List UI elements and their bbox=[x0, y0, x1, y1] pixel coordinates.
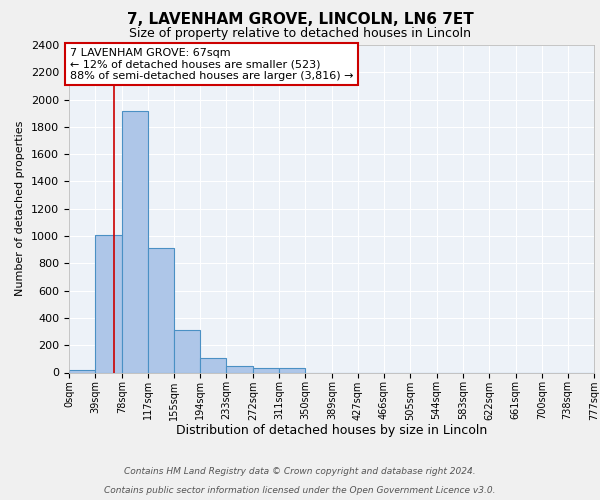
Bar bbox=[253, 368, 279, 372]
Text: Size of property relative to detached houses in Lincoln: Size of property relative to detached ho… bbox=[129, 28, 471, 40]
Bar bbox=[279, 368, 305, 372]
Text: 7 LAVENHAM GROVE: 67sqm
← 12% of detached houses are smaller (523)
88% of semi-d: 7 LAVENHAM GROVE: 67sqm ← 12% of detache… bbox=[70, 48, 353, 81]
X-axis label: Distribution of detached houses by size in Lincoln: Distribution of detached houses by size … bbox=[176, 424, 487, 437]
Bar bbox=[69, 370, 95, 372]
Bar bbox=[200, 358, 226, 372]
Bar bbox=[174, 330, 200, 372]
Y-axis label: Number of detached properties: Number of detached properties bbox=[16, 121, 25, 296]
Bar bbox=[122, 110, 148, 372]
Bar bbox=[95, 234, 122, 372]
Text: 7, LAVENHAM GROVE, LINCOLN, LN6 7ET: 7, LAVENHAM GROVE, LINCOLN, LN6 7ET bbox=[127, 12, 473, 28]
Text: Contains public sector information licensed under the Open Government Licence v3: Contains public sector information licen… bbox=[104, 486, 496, 495]
Text: Contains HM Land Registry data © Crown copyright and database right 2024.: Contains HM Land Registry data © Crown c… bbox=[124, 467, 476, 476]
Bar bbox=[148, 248, 174, 372]
Bar bbox=[226, 366, 253, 372]
